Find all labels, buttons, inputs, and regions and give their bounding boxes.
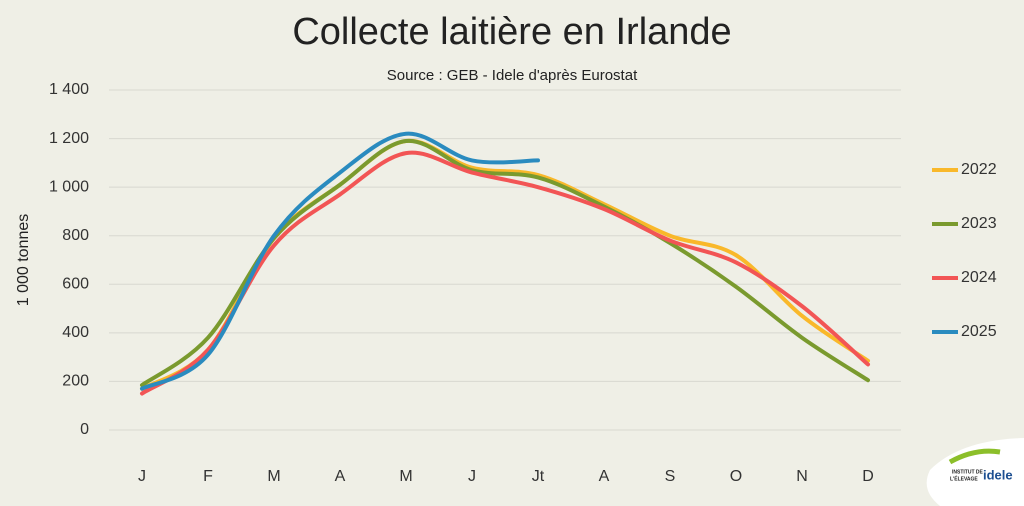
logo-line1: INSTITUT DE	[952, 469, 983, 475]
x-tick-label: S	[665, 468, 676, 485]
x-tick-label: N	[796, 468, 808, 485]
y-axis-label: 1 000 tonnes	[15, 214, 32, 307]
y-tick-label: 200	[62, 373, 89, 390]
legend-label: 2024	[961, 269, 997, 286]
chart-subtitle: Source : GEB - Idele d'après Eurostat	[387, 67, 638, 84]
logo-shape	[926, 438, 1024, 506]
x-tick-label: D	[862, 468, 874, 485]
x-tick-label: O	[730, 468, 742, 485]
y-tick-label: 600	[62, 276, 89, 293]
y-tick-label: 0	[80, 421, 89, 438]
logo-brand: idele	[983, 467, 1013, 482]
legend-label: 2022	[961, 161, 997, 178]
legend-label: 2025	[961, 323, 997, 340]
y-tick-label: 1 400	[49, 81, 89, 98]
y-tick-label: 400	[62, 324, 89, 341]
x-tick-label: J	[468, 468, 476, 485]
y-tick-label: 800	[62, 227, 89, 244]
y-tick-label: 1 200	[49, 130, 89, 147]
x-tick-label: F	[203, 468, 213, 485]
x-tick-label: A	[335, 468, 346, 485]
x-tick-label: A	[599, 468, 610, 485]
logo-swoosh	[948, 448, 1001, 465]
chart-title: Collecte laitière en Irlande	[292, 11, 731, 53]
logo-line2: L'ÉLEVAGE	[950, 474, 978, 482]
legend-label: 2023	[961, 215, 997, 232]
x-tick-label: M	[267, 468, 280, 485]
y-tick-label: 1 000	[49, 178, 89, 195]
x-tick-label: J	[138, 468, 146, 485]
series-line	[140, 131, 540, 391]
x-tick-label: Jt	[532, 468, 545, 485]
x-tick-label: M	[399, 468, 412, 485]
logo: INSTITUT DE L'ÉLEVAGE idele	[926, 438, 1024, 506]
